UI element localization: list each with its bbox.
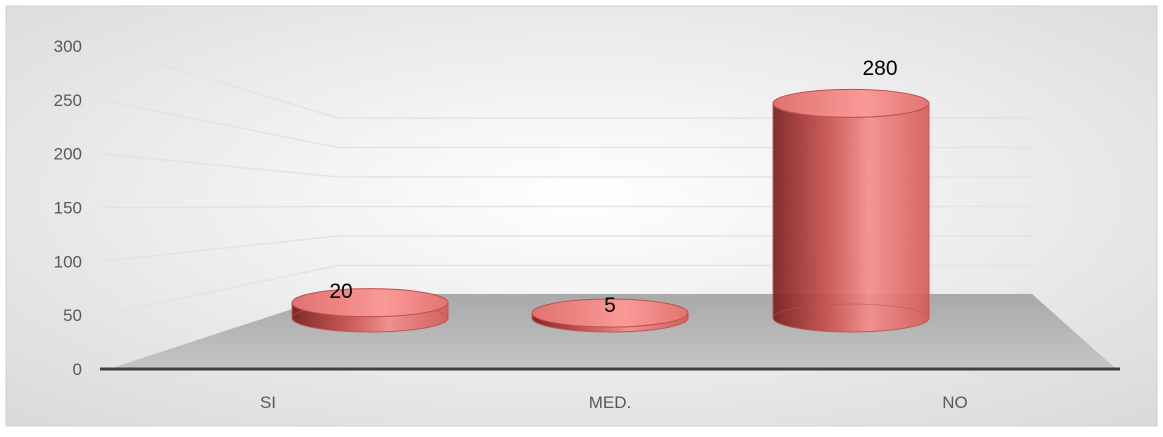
data-label: 5: [604, 294, 616, 317]
x-tick-label: MED.: [589, 393, 632, 412]
y-tick-label: 50: [63, 306, 82, 325]
bar-body: [772, 103, 930, 333]
y-tick-label: 100: [54, 252, 82, 271]
data-label: 280: [862, 57, 897, 80]
x-tick-label: NO: [942, 393, 968, 412]
bar-top: [531, 298, 689, 328]
bar-med: [531, 298, 689, 333]
y-tick-label: 250: [54, 91, 82, 110]
bar-top: [772, 88, 930, 118]
gridline: [99, 205, 339, 209]
y-tick-label: 300: [54, 37, 82, 56]
y-tick-label: 200: [54, 145, 82, 164]
bar-base-rim: [772, 303, 930, 319]
gridline: [99, 264, 339, 316]
x-tick-label: SI: [260, 393, 276, 412]
x-axis-tick-labels: SI MED. NO: [260, 393, 968, 412]
y-tick-label: 0: [73, 360, 82, 379]
bar-si: [291, 288, 449, 333]
bar-top: [291, 288, 449, 318]
bar-no: [772, 88, 930, 333]
gridline: [99, 99, 339, 149]
gridline: [99, 45, 339, 119]
y-tick-label: 150: [54, 199, 82, 218]
y-axis-tick-labels: 0 50 100 150 200 250 300: [54, 37, 82, 379]
bars-group: [291, 88, 930, 333]
data-labels-group: 20 5 280: [329, 57, 897, 317]
gridline: [99, 235, 339, 263]
gridline: [99, 152, 339, 178]
data-label: 20: [329, 280, 352, 303]
